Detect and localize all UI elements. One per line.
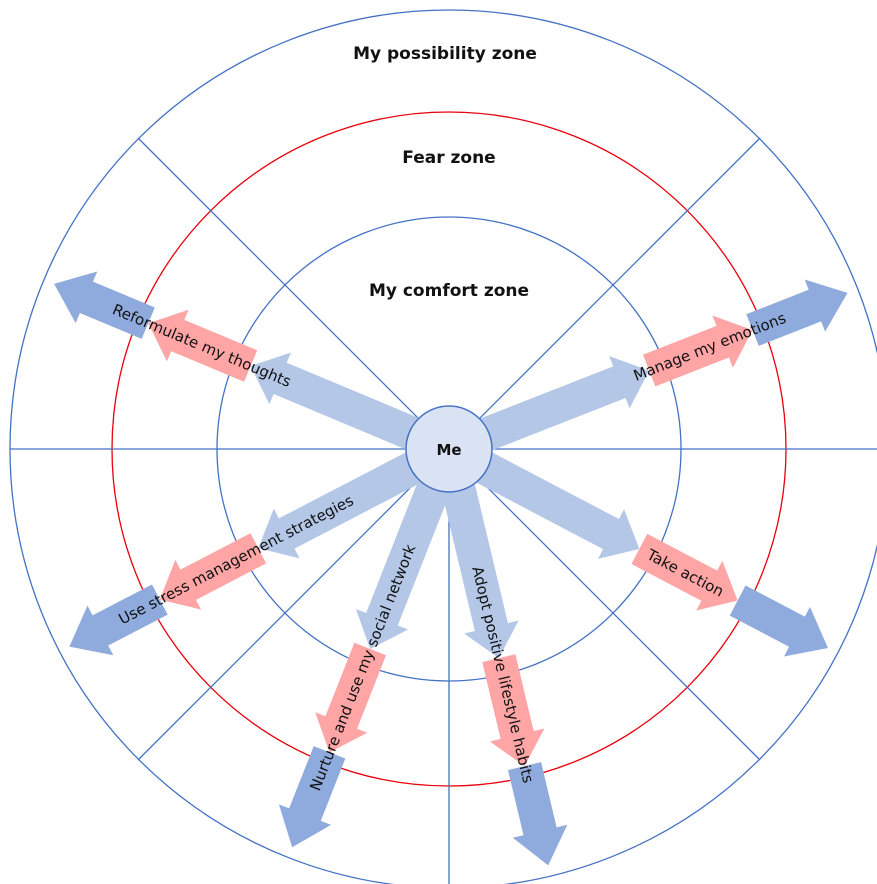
- arrow-segment-comfort: [460, 444, 640, 559]
- comfort-zone-label: My comfort zone: [369, 281, 529, 301]
- arrow-label-manage: Manage my emotions: [631, 309, 789, 385]
- arrow-segment-fear: [642, 315, 753, 387]
- arrow-segment-comfort: [437, 466, 519, 659]
- arrow-segment-possibility: [54, 271, 155, 339]
- arrow-label-reformulate: Reformulate my thoughts: [110, 300, 294, 391]
- arrow-segment-comfort: [250, 352, 436, 457]
- arrow-segment-possibility: [729, 585, 828, 657]
- arrow-segment-possibility: [278, 746, 346, 848]
- arrow-segment-possibility: [746, 279, 848, 346]
- arrow-segment-fear: [159, 533, 267, 610]
- arrow-segment-comfort: [258, 444, 438, 559]
- arrow-label-network: Nurture and use my social network: [306, 542, 419, 794]
- arrow-segment-possibility: [508, 762, 568, 866]
- center-label: Me: [436, 441, 461, 459]
- arrow-segment-comfort: [463, 356, 650, 457]
- arrow-label-habits: Adopt positive lifestyle habits: [468, 565, 537, 785]
- arrow-label-stress: Use stress management strategies: [116, 491, 357, 628]
- arrow-segment-fear: [482, 654, 545, 767]
- possibility-zone-label: My possibility zone: [353, 44, 537, 64]
- center-circle: [405, 405, 493, 493]
- arrow-segment-fear: [148, 309, 258, 382]
- arrow-action: Take action: [460, 444, 828, 657]
- arrow-segment-fear: [315, 642, 387, 753]
- fear-zone-label: Fear zone: [402, 148, 495, 168]
- arrow-segment-possibility: [69, 584, 168, 656]
- arrow-segment-comfort: [355, 463, 457, 650]
- arrow-segment-fear: [631, 533, 738, 611]
